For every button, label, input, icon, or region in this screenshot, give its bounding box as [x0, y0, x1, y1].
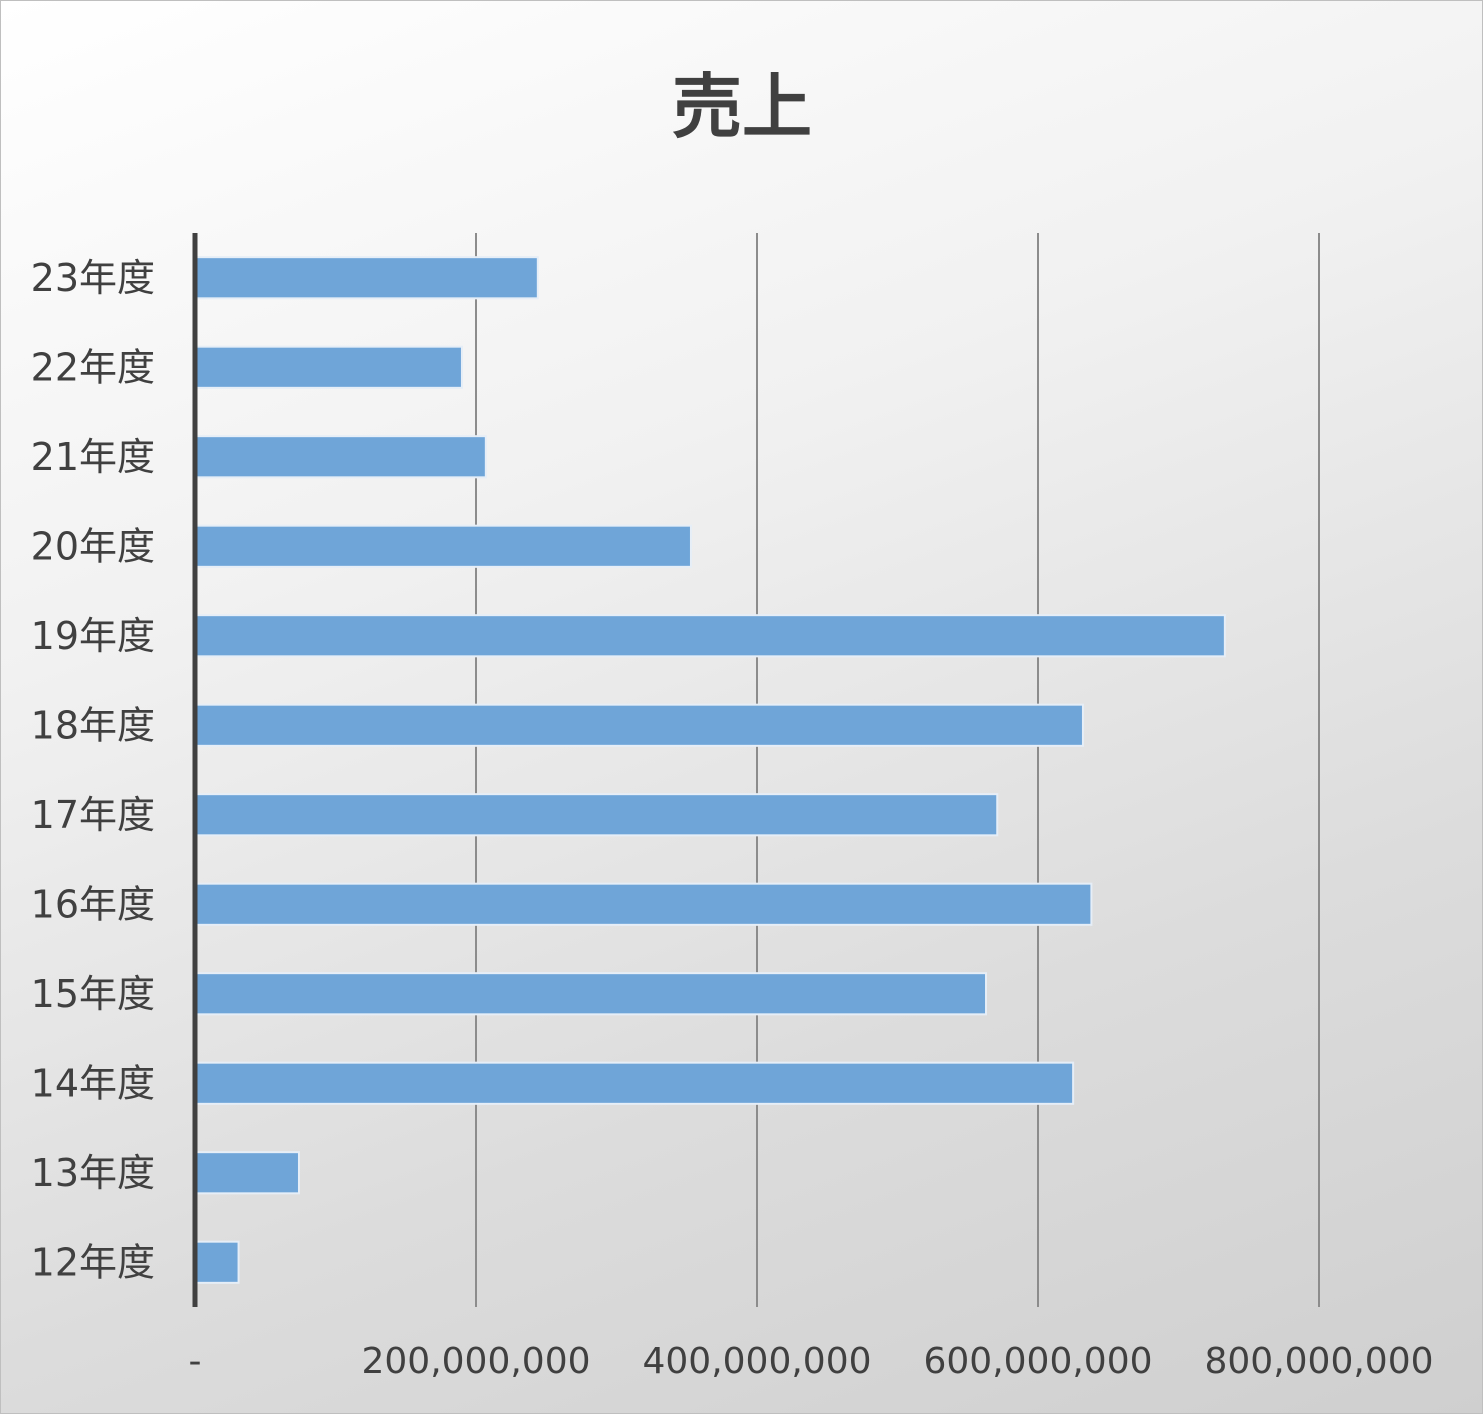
- bar: [194, 1061, 1075, 1105]
- x-tick-label: 400,000,000: [642, 1341, 871, 1382]
- category-label: 18年度: [31, 703, 155, 747]
- category-label: 12年度: [31, 1240, 155, 1284]
- gridlines: [475, 233, 1320, 1307]
- bar: [194, 1240, 240, 1284]
- category-labels: 23年度 22年度 21年度 20年度 19年度 18年度 17年度 16年度 15年度 14年度…: [31, 256, 155, 1285]
- bar: [194, 882, 1093, 926]
- x-tick-label: -: [189, 1341, 202, 1382]
- bar: [194, 703, 1084, 747]
- category-label: 14年度: [31, 1061, 155, 1105]
- category-label: 13年度: [31, 1151, 155, 1195]
- bar: [194, 524, 692, 568]
- category-label: 21年度: [31, 435, 155, 479]
- category-label: 15年度: [31, 972, 155, 1016]
- bar: [194, 256, 539, 300]
- category-label: 20年度: [31, 524, 155, 568]
- x-tick-label: 200,000,000: [361, 1341, 590, 1382]
- category-label: 19年度: [31, 614, 155, 658]
- bar: [194, 435, 487, 479]
- category-label: 23年度: [31, 256, 155, 300]
- bar: [194, 793, 999, 837]
- category-label: 22年度: [31, 345, 155, 389]
- bars: [194, 256, 1226, 1284]
- chart-title: 売上: [672, 66, 812, 148]
- bar: [194, 972, 988, 1016]
- x-tick-labels: - 200,000,000 400,000,000 600,000,000 800,00…: [189, 1341, 1434, 1382]
- bar: [194, 345, 463, 389]
- x-tick-label: 600,000,000: [923, 1341, 1152, 1382]
- bar: [194, 614, 1226, 658]
- x-tick-label: 800,000,000: [1204, 1341, 1433, 1382]
- category-label: 17年度: [31, 793, 155, 837]
- bar: [194, 1151, 300, 1195]
- category-label: 16年度: [31, 882, 155, 926]
